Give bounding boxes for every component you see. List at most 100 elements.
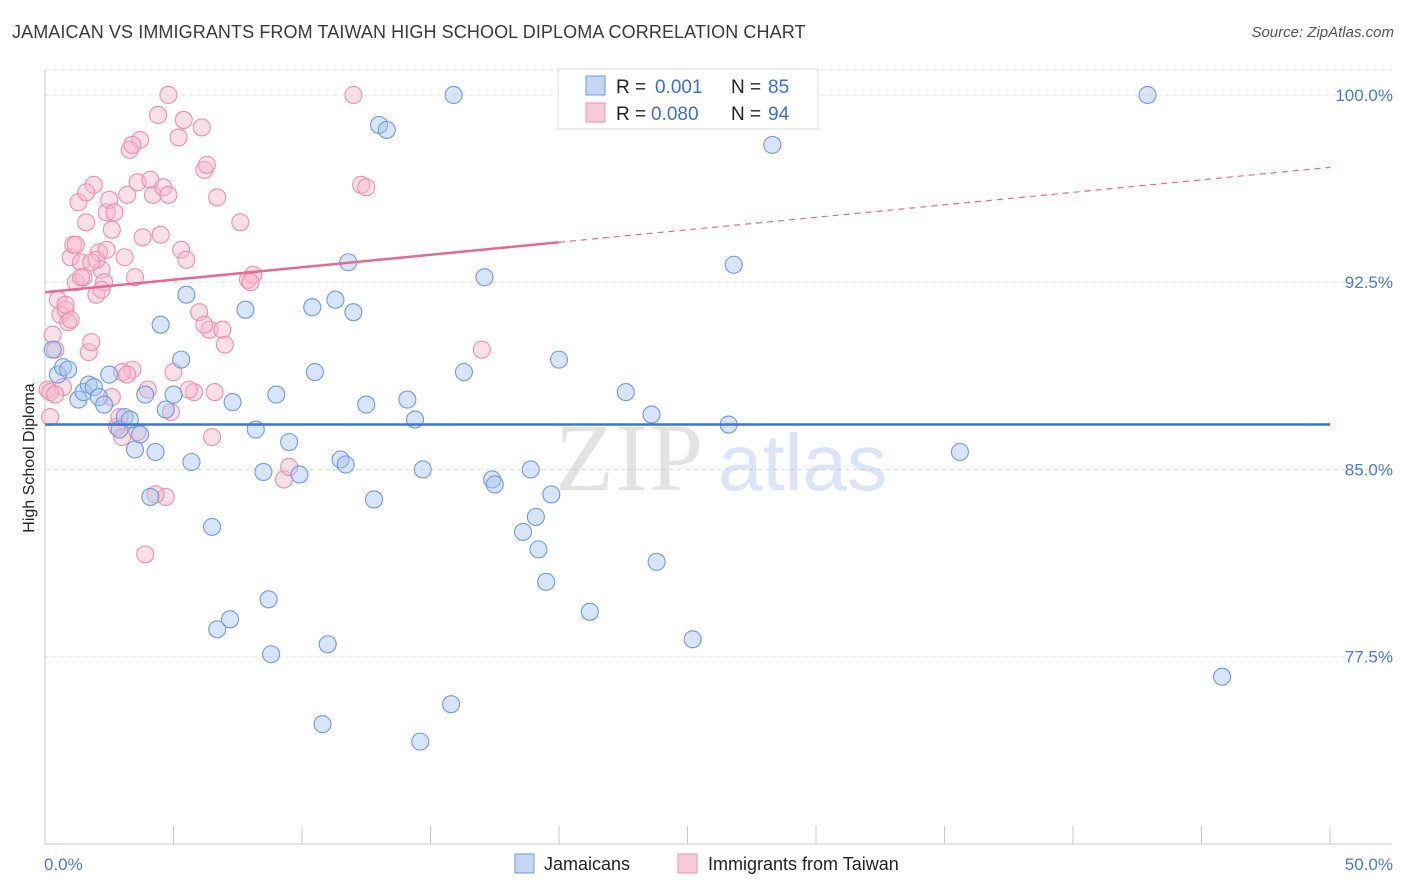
point-jamaican	[79, 375, 98, 394]
point-jamaican	[303, 298, 322, 317]
point-taiwan	[169, 128, 188, 147]
point-taiwan	[102, 388, 121, 407]
bottom-legend-taiwan[interactable]: Immigrants from Taiwan	[708, 854, 899, 874]
point-jamaican	[59, 360, 78, 379]
point-jamaican	[254, 462, 273, 482]
point-taiwan	[146, 485, 165, 504]
y-tick-labels: 77.5% 85.0% 92.5% 100.0%	[1335, 86, 1393, 667]
point-taiwan	[84, 175, 103, 194]
point-taiwan	[71, 268, 91, 287]
point-jamaican	[177, 285, 196, 304]
point-taiwan	[241, 273, 260, 292]
source-credit: Source: ZipAtlas.com	[1251, 24, 1394, 41]
legend-n-value-2: 94	[768, 104, 790, 125]
point-jamaican	[131, 425, 150, 444]
point-taiwan	[61, 310, 80, 329]
point-jamaican	[220, 610, 240, 629]
point-jamaican	[156, 400, 175, 419]
point-jamaican	[208, 620, 227, 639]
y-tick-label: 100.0%	[1335, 86, 1393, 105]
point-taiwan	[69, 193, 88, 212]
point-jamaican	[146, 442, 165, 462]
legend-box: R = 0.001 N = 85 R = 0.080 N = 94	[557, 68, 819, 130]
point-taiwan	[143, 185, 162, 204]
point-jamaican	[344, 303, 363, 322]
point-jamaican	[151, 315, 170, 334]
point-jamaican	[280, 432, 299, 452]
point-taiwan	[231, 213, 250, 232]
y-axis-label: High School Diploma	[21, 383, 38, 533]
point-taiwan	[149, 105, 168, 124]
point-jamaican	[223, 393, 242, 412]
legend-n-label-1: N =	[731, 77, 761, 98]
point-jamaican	[444, 85, 463, 105]
point-taiwan	[203, 427, 222, 447]
point-taiwan	[238, 270, 258, 289]
point-jamaican	[483, 470, 502, 489]
series-taiwan-points	[38, 85, 491, 564]
point-taiwan	[118, 185, 137, 204]
point-taiwan	[215, 335, 234, 354]
point-jamaican	[580, 602, 599, 621]
point-taiwan	[136, 545, 155, 564]
point-jamaican	[411, 732, 430, 751]
legend-r-value-1: 0.001	[655, 77, 703, 98]
point-taiwan	[41, 408, 60, 427]
trend-lines	[44, 166, 1331, 426]
point-jamaican	[642, 405, 661, 424]
point-jamaican	[172, 350, 191, 369]
point-taiwan	[125, 268, 144, 287]
point-jamaican	[537, 572, 556, 591]
point-jamaican	[485, 475, 504, 494]
legend-r-value-2: 0.080	[651, 104, 699, 125]
point-jamaican	[100, 365, 119, 384]
point-jamaican	[475, 268, 494, 287]
bottom-legend-jamaicans[interactable]: Jamaicans	[544, 854, 630, 874]
point-taiwan	[200, 320, 219, 339]
axes	[44, 70, 1392, 845]
point-jamaican	[529, 540, 548, 559]
bottom-legend-swatch-pink[interactable]	[677, 853, 698, 874]
point-taiwan	[159, 185, 178, 204]
point-jamaican	[526, 507, 545, 526]
point-taiwan	[51, 305, 70, 324]
point-taiwan	[59, 313, 78, 332]
point-jamaican	[413, 460, 432, 479]
point-jamaican	[331, 450, 350, 469]
point-jamaican	[542, 485, 561, 504]
point-taiwan	[344, 85, 363, 105]
point-taiwan	[138, 380, 157, 399]
point-taiwan	[102, 220, 121, 239]
point-jamaican	[305, 363, 324, 382]
point-jamaican	[43, 340, 62, 359]
point-jamaican	[454, 363, 473, 382]
point-taiwan	[195, 315, 214, 334]
point-jamaican	[236, 300, 255, 319]
point-taiwan	[56, 295, 75, 314]
point-taiwan	[115, 248, 134, 267]
point-jamaican	[141, 487, 160, 506]
trend-line-taiwan-extension	[558, 166, 1331, 243]
point-jamaican	[136, 385, 155, 404]
trend-line-taiwan	[44, 241, 560, 294]
point-taiwan	[161, 403, 180, 422]
point-jamaican	[950, 442, 969, 462]
point-taiwan	[66, 235, 85, 254]
point-taiwan	[118, 365, 137, 384]
point-taiwan	[82, 253, 101, 272]
bottom-legend-swatch-blue[interactable]	[514, 853, 535, 874]
point-taiwan	[123, 135, 142, 154]
x-tick-label-max: 50.0%	[1345, 855, 1393, 874]
point-taiwan	[92, 280, 111, 299]
point-jamaican	[84, 378, 103, 397]
point-taiwan	[195, 160, 214, 179]
legend-swatch-pink	[585, 102, 606, 123]
point-taiwan	[105, 203, 124, 222]
point-taiwan	[208, 188, 227, 207]
point-jamaican	[182, 452, 201, 472]
point-taiwan	[192, 118, 211, 137]
point-taiwan	[357, 178, 376, 197]
point-taiwan	[179, 380, 198, 399]
watermark-atlas: atlas	[718, 418, 887, 507]
